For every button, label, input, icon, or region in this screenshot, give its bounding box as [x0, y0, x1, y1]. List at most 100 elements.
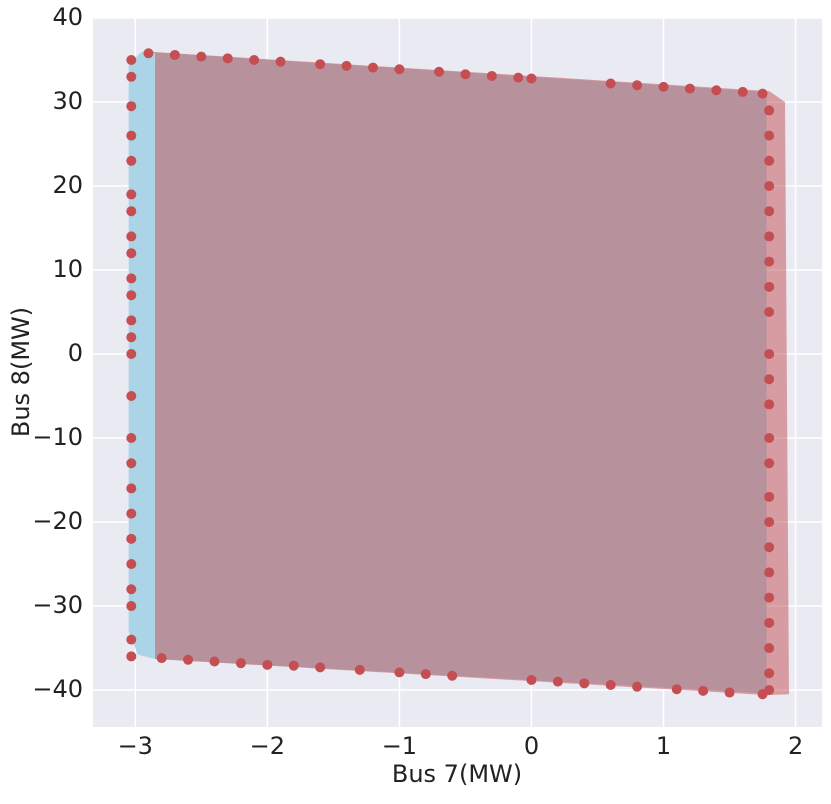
point: [126, 206, 137, 217]
point: [126, 651, 137, 662]
point: [764, 491, 775, 502]
point: [737, 86, 748, 97]
x-tick-label: 2: [788, 732, 803, 760]
point: [126, 349, 137, 360]
point: [579, 678, 590, 689]
point: [632, 681, 643, 692]
y-tick-label: 0: [68, 339, 83, 367]
point: [764, 374, 775, 385]
point: [764, 668, 775, 679]
y-tick-label: 30: [52, 87, 83, 115]
point: [764, 592, 775, 603]
point: [262, 659, 273, 670]
point: [222, 53, 233, 64]
x-axis-label: Bus 7(MW): [392, 760, 522, 788]
point: [698, 685, 709, 696]
point: [126, 248, 137, 259]
point: [420, 669, 431, 680]
point: [526, 674, 537, 685]
point: [275, 56, 286, 67]
point: [394, 667, 405, 678]
point: [513, 72, 524, 83]
point: [143, 48, 154, 59]
point: [764, 399, 775, 410]
point: [315, 59, 326, 70]
point: [235, 658, 246, 669]
point: [711, 85, 722, 96]
point: [126, 55, 137, 66]
point: [764, 685, 775, 696]
point: [315, 662, 326, 673]
point: [658, 81, 669, 92]
point: [434, 66, 445, 77]
point: [764, 567, 775, 578]
point: [632, 80, 643, 91]
region: [148, 51, 789, 696]
point: [460, 69, 471, 80]
point: [156, 653, 167, 664]
point: [354, 664, 365, 675]
point: [764, 281, 775, 292]
point: [126, 601, 137, 612]
point: [126, 533, 137, 544]
x-tick-label: 1: [656, 732, 671, 760]
point: [764, 517, 775, 528]
x-tick-label: −1: [382, 732, 417, 760]
y-tick-label: −40: [32, 675, 83, 703]
point: [764, 349, 775, 360]
point: [126, 130, 137, 141]
point: [764, 458, 775, 469]
y-tick-label: 10: [52, 255, 83, 283]
point: [757, 88, 768, 99]
point: [764, 307, 775, 318]
point: [764, 542, 775, 553]
point: [764, 206, 775, 217]
y-tick-label: 40: [52, 3, 83, 31]
point: [126, 155, 137, 166]
point: [724, 687, 735, 698]
point: [126, 508, 137, 519]
point: [126, 391, 137, 402]
point: [183, 654, 194, 665]
point: [367, 62, 378, 73]
point: [288, 660, 299, 671]
y-tick-label: 20: [52, 171, 83, 199]
point: [249, 55, 260, 66]
point: [684, 83, 695, 94]
point: [552, 676, 563, 687]
point: [764, 231, 775, 242]
point: [605, 78, 616, 89]
point: [126, 483, 137, 494]
point: [764, 105, 775, 116]
point: [341, 60, 352, 71]
point: [126, 231, 137, 242]
point: [764, 256, 775, 267]
point: [447, 670, 458, 681]
point: [196, 51, 207, 62]
point: [169, 49, 180, 60]
x-tick-label: 0: [524, 732, 539, 760]
point: [764, 433, 775, 444]
point: [764, 130, 775, 141]
point: [126, 71, 137, 82]
point: [394, 64, 405, 75]
point: [126, 458, 137, 469]
y-axis-label: Bus 8(MW): [7, 307, 35, 437]
point: [126, 101, 137, 112]
point: [126, 433, 137, 444]
point: [126, 332, 137, 343]
point: [126, 273, 137, 284]
point: [486, 70, 497, 81]
point: [126, 290, 137, 301]
y-tick-label: −20: [32, 507, 83, 535]
point: [126, 559, 137, 570]
point: [605, 679, 616, 690]
point: [764, 155, 775, 166]
y-tick-label: −30: [32, 591, 83, 619]
x-tick-label: −2: [250, 732, 285, 760]
point: [764, 181, 775, 192]
point: [126, 315, 137, 326]
point: [126, 634, 137, 645]
point: [671, 684, 682, 695]
